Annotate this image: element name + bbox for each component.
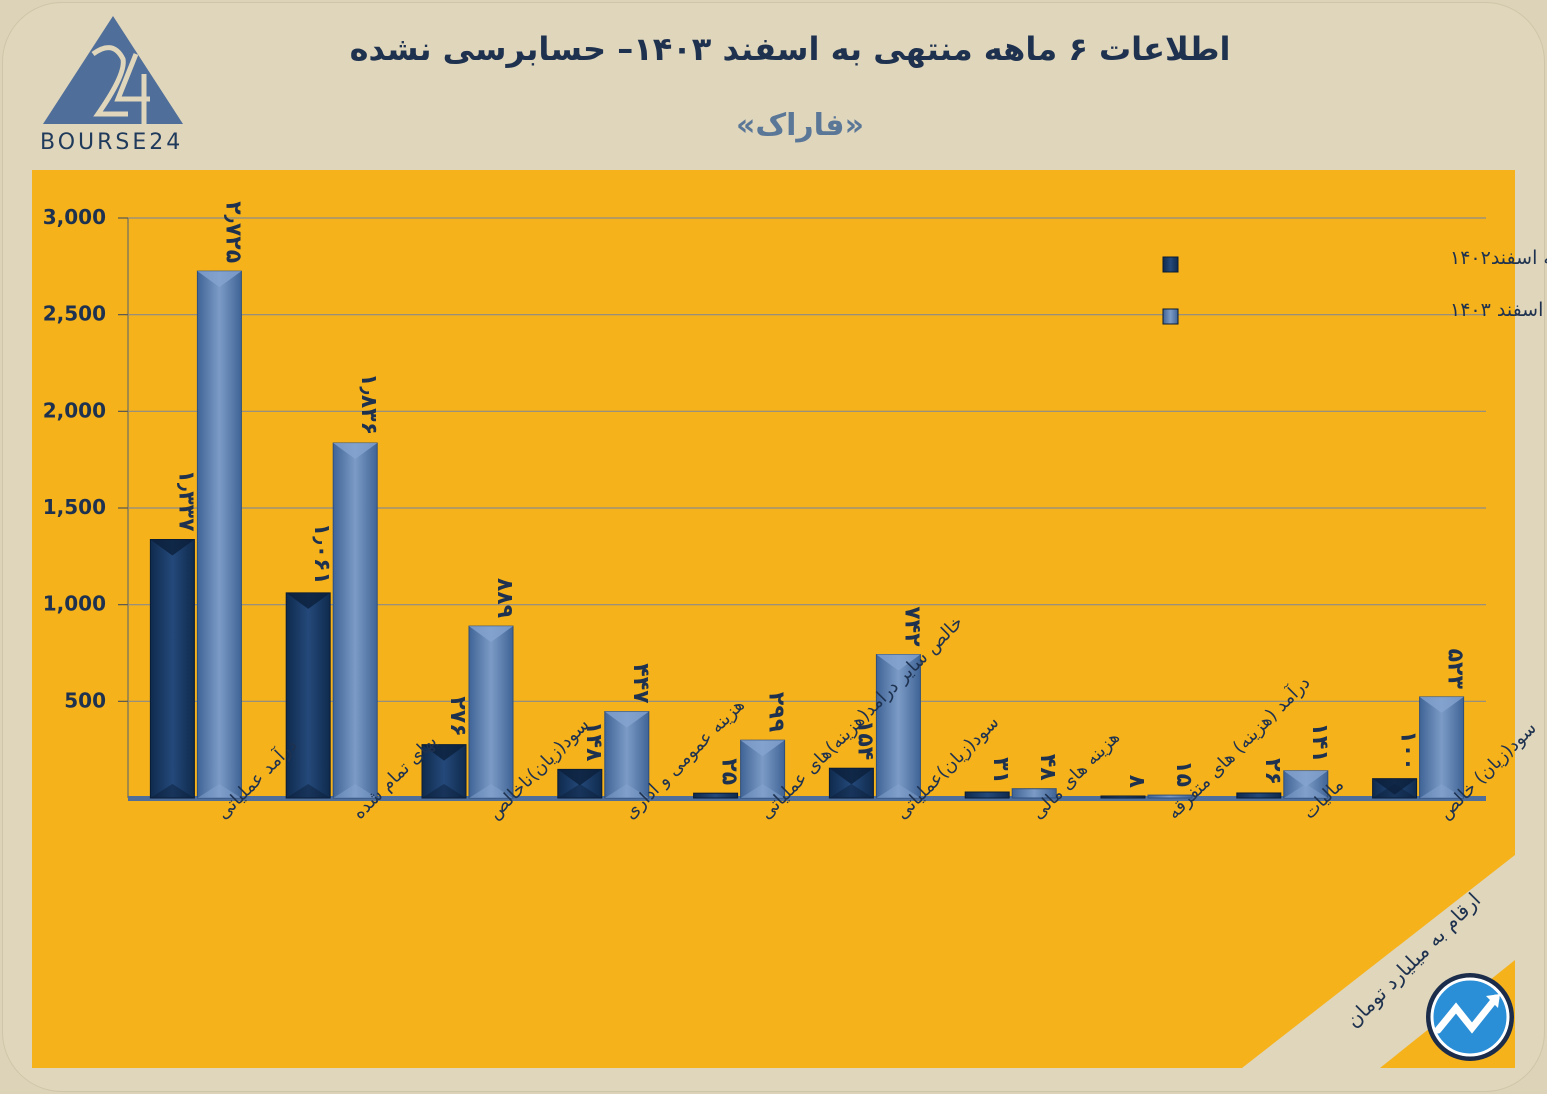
bar-base [740,784,785,798]
y-tick-label: 2,500 [43,302,106,326]
bar-cap [333,443,378,460]
bourse24-logo-icon [43,16,183,126]
data-label: ۱۴۸ [581,721,606,762]
data-label: ۷۴۲ [899,606,924,647]
company-name: «فاراک» [736,108,864,143]
bar-1403 [875,654,921,799]
logo-text: BOURSE24 [40,130,184,155]
bar-1403 [332,442,378,799]
y-tick-label: 500 [64,688,106,712]
bar-base [150,784,195,798]
data-label: ۲۵ [717,758,742,785]
data-label: ۲٫۷۲۵ [220,201,245,263]
data-label: ۱۰۰ [1396,730,1421,770]
bar-cap [604,711,649,728]
bar-base [333,784,378,798]
bar-base [469,784,513,798]
bar-1402 [693,792,739,799]
data-label: ۱٫۳۳۷ [173,470,198,533]
brand-badge-icon [1426,973,1514,1061]
legend-swatch [1162,308,1179,325]
data-label: ۲۷۶ [445,696,470,736]
bar-cap [1283,770,1328,787]
page-title: اطلاعات ۶ ماهه منتهی به اسفند ۱۴۰۳– حساب… [349,30,1231,68]
legend-label: عملکرد منتهی به اسفند۱۴۰۲ [1450,247,1547,269]
data-label: ۱٫۸۳۶ [356,373,381,435]
bar-cap [1419,696,1464,713]
bar-cap [740,740,785,757]
bar-1403 [196,270,242,799]
bar-base [1372,784,1417,798]
bar-base [829,784,874,798]
y-tick-label: 1,000 [43,592,106,616]
bar-cap [469,626,513,643]
bar-1403 [468,625,514,799]
bar-cap [422,744,466,761]
bar-base [1283,784,1328,798]
bar-1403 [1011,788,1057,799]
bar-base [197,784,242,798]
bar-cap [876,654,921,671]
data-label: ۸ [1124,775,1149,789]
legend-swatch [1162,256,1179,273]
bar-base [557,784,602,798]
bar-cap [197,271,242,288]
bar-1402 [964,791,1010,799]
bar-1402 [149,539,195,799]
y-tick-label: 3,000 [43,205,106,229]
data-label: ۲۶ [1260,758,1285,785]
data-label: ۱٫۰۶۱ [309,523,334,585]
data-label: ۳۱ [988,757,1013,784]
chart-panel [32,170,1515,1068]
bar-cap [557,769,602,786]
bar-base [422,784,466,798]
data-label: ۲۹۹ [764,692,789,732]
y-tick-label: 2,000 [43,398,106,422]
data-label: ۵۲۳ [1443,649,1468,690]
bar-1402 [285,592,331,799]
data-label: ۴۴۷ [628,663,653,704]
data-label: ۱۵ [1171,760,1196,787]
data-label: ۸۸۹ [492,578,517,618]
y-tick-label: 1,500 [43,495,106,519]
x-axis-line [128,796,1486,801]
bar-base [1419,784,1464,798]
data-label: ۱۵۴ [852,720,877,760]
bar-cap [286,592,331,609]
data-label: ۱۴۱ [1307,722,1332,762]
bar-cap [829,768,874,785]
bar-base [286,784,331,798]
bar-base [876,784,921,798]
bar-1402 [1100,795,1146,799]
data-label: ۴۸ [1035,754,1060,781]
bar-base [604,784,649,798]
legend-label: عملکرد منتهی به اسفند ۱۴۰۳ [1450,299,1547,321]
bar-1403 [1147,794,1193,799]
bar-1402 [1236,792,1282,799]
bar-cap [150,539,195,556]
